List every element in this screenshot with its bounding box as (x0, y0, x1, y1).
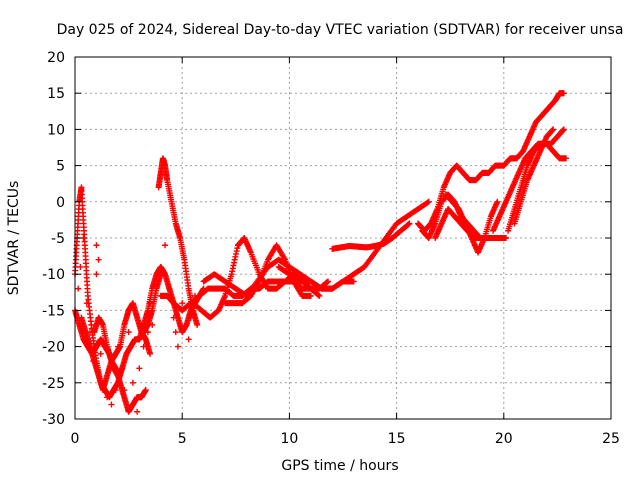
sat-k-point (424, 199, 431, 206)
y-tick-label: 15 (47, 86, 65, 102)
sat-b-point (119, 365, 126, 372)
scatter-point (114, 343, 121, 350)
sat-h-point (316, 292, 323, 299)
sat-g-point (324, 279, 331, 286)
sat-i-point (350, 278, 357, 285)
x-tick-label: 5 (178, 431, 187, 447)
scatter-point (83, 300, 90, 307)
scatter-point (172, 329, 179, 336)
scatter-point (87, 329, 94, 336)
scatter-point (140, 343, 147, 350)
scatter-point (97, 350, 104, 357)
scatter-point (77, 263, 84, 270)
scatter-point (95, 256, 102, 263)
scatter-point (183, 321, 190, 328)
chart-title: Day 025 of 2024, Sidereal Day-to-day VTE… (57, 22, 624, 38)
y-tick-label: 5 (56, 159, 65, 175)
scatter-point (75, 285, 82, 292)
scatter-point (117, 372, 124, 379)
scatter-point (144, 329, 151, 336)
sat-s-point (562, 155, 569, 162)
scatter-point (187, 314, 194, 321)
y-tick-label: -10 (42, 267, 65, 283)
x-tick-label: 10 (280, 431, 298, 447)
scatter-point (192, 292, 199, 299)
sat-t-point (550, 126, 557, 133)
y-tick-label: -15 (42, 303, 65, 319)
scatter-point (185, 336, 192, 343)
scatter-point (149, 321, 156, 328)
sat-d-point (147, 350, 154, 357)
y-axis-label: SDTVAR / TECUs (6, 181, 22, 296)
sat-p-point (494, 198, 501, 205)
y-tick-label: 10 (47, 122, 65, 138)
scatter-point (162, 242, 169, 249)
scatter-point (125, 329, 132, 336)
x-tick-label: 15 (388, 431, 406, 447)
scatter-point (93, 271, 100, 278)
sat-g-point (324, 278, 331, 285)
x-tick-label: 25 (602, 431, 620, 447)
y-tick-label: -25 (42, 376, 65, 392)
y-tick-label: -5 (51, 231, 65, 247)
sat-f-point (194, 321, 201, 328)
data-marks (72, 90, 569, 415)
y-tick-label: 0 (56, 195, 65, 211)
scatter-point (121, 387, 128, 394)
sat-n-point (502, 235, 509, 241)
grid-lines (75, 57, 611, 419)
scatter-point (104, 394, 111, 401)
scatter-point (179, 300, 186, 307)
scatter-point (108, 401, 115, 408)
y-tick-label: -20 (42, 340, 65, 356)
scatter-point (112, 387, 119, 394)
scatter-point (147, 300, 154, 307)
x-axis-label: GPS time / hours (281, 458, 398, 474)
sat-c-point (142, 387, 149, 394)
scatter-point (166, 285, 173, 292)
sat-l-point (406, 220, 413, 227)
scatter-point (129, 379, 136, 386)
sat-l-point (405, 221, 412, 228)
sat-h-point (315, 292, 322, 299)
scatter-point (80, 235, 87, 241)
y-tick-label: -30 (42, 412, 65, 428)
scatter-point (93, 242, 100, 249)
y-tick-label: 20 (47, 50, 65, 66)
sat-r-point (560, 90, 567, 97)
x-tick-label: 0 (71, 431, 80, 447)
tick-marks: 0 5 10 15 20 25 -30 -25 -20 -15 -10 -5 0 5 10 15 20 (42, 50, 620, 447)
sat-q-point (560, 126, 567, 133)
scatter-point (99, 379, 106, 386)
sat-j-point (307, 292, 314, 299)
sat-o-point (490, 235, 497, 241)
sat-k-point (425, 198, 432, 205)
scatter-point (170, 314, 177, 321)
scatter-point (90, 358, 97, 365)
scatter-point (136, 365, 143, 372)
x-tick-label: 20 (495, 431, 513, 447)
scatter-point (174, 343, 181, 350)
scatter-point (134, 408, 141, 415)
